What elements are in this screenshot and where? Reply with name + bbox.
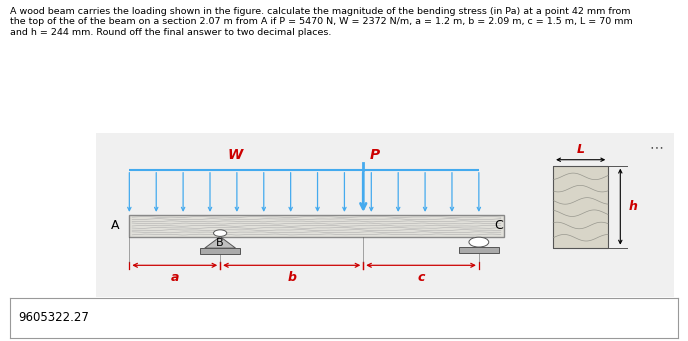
Bar xyxy=(129,215,504,237)
Bar xyxy=(200,248,240,254)
Text: h: h xyxy=(629,200,637,213)
Text: b: b xyxy=(287,271,297,284)
Text: A wood beam carries the loading shown in the figure. calculate the magnitude of : A wood beam carries the loading shown in… xyxy=(10,7,633,36)
Text: a: a xyxy=(171,271,179,284)
Text: c: c xyxy=(418,271,424,284)
Bar xyxy=(129,215,504,237)
Text: ⋯: ⋯ xyxy=(649,140,663,154)
Text: B: B xyxy=(216,238,224,248)
Text: C: C xyxy=(494,219,503,232)
Text: 9605322.27: 9605322.27 xyxy=(19,311,89,325)
Bar xyxy=(459,247,499,253)
Circle shape xyxy=(469,237,488,247)
Bar xyxy=(553,166,608,248)
Text: A: A xyxy=(111,219,120,232)
Text: W: W xyxy=(228,148,243,162)
Circle shape xyxy=(213,230,227,236)
Text: P: P xyxy=(370,148,380,162)
Text: L: L xyxy=(577,143,585,155)
Polygon shape xyxy=(205,237,235,248)
